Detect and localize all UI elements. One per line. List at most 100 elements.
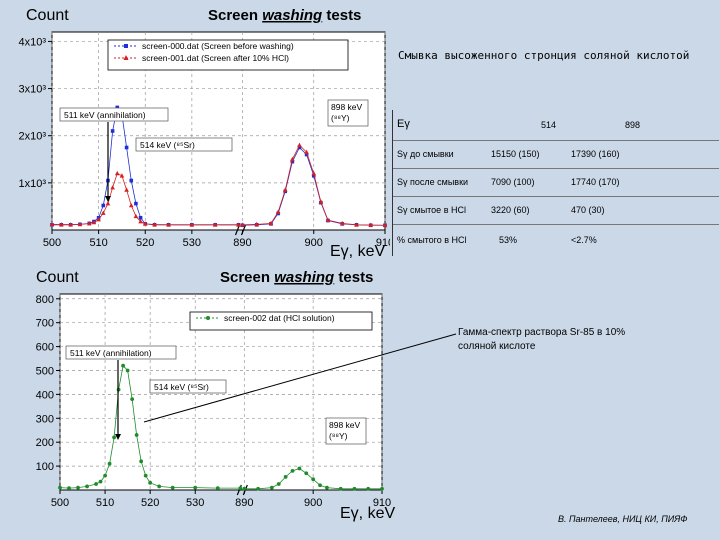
- data-point: [189, 222, 195, 227]
- arrow-head: [115, 434, 121, 440]
- annotation-511: 511 keV (annihilation): [70, 348, 152, 358]
- data-point: [166, 222, 171, 227]
- cell-514: 7090 (100): [491, 177, 535, 187]
- cell-514: 15150 (150): [491, 149, 540, 159]
- x-tick-label: 510: [96, 497, 114, 509]
- chart-title: Screen washing tests: [208, 7, 361, 24]
- data-point: [96, 217, 101, 222]
- y-tick-label: 2x10³: [18, 131, 46, 143]
- data-point: [318, 483, 322, 488]
- data-point: [130, 397, 135, 402]
- cell-898: 470 (30): [571, 205, 605, 215]
- data-point: [58, 485, 62, 490]
- table-row: Sγ до смывки 15150 (150) 17390 (160): [393, 140, 719, 169]
- legend-marker: [124, 44, 128, 48]
- data-point: [212, 222, 218, 227]
- y-tick-label: 300: [36, 413, 54, 425]
- table-row: % смытого в HCl 53% <2.7%: [393, 224, 719, 253]
- y-tick-label: 400: [36, 389, 54, 401]
- data-point: [114, 170, 120, 176]
- y-tick-label: 4x10³: [18, 36, 46, 48]
- x-axis-label: Eγ, keV: [330, 243, 385, 260]
- y-tick-label: 700: [36, 318, 54, 330]
- x-tick-label: 520: [136, 237, 154, 249]
- data-point: [242, 486, 247, 491]
- chart-title: Screen washing tests: [220, 269, 373, 286]
- data-point: [86, 221, 92, 226]
- table-row: Sγ смытое в HCl 3220 (60) 470 (30): [393, 196, 719, 225]
- spectrum-caption: Гамма-спектр раствора Sr-85 в 10% соляно…: [458, 327, 626, 352]
- data-point: [142, 221, 148, 226]
- data-point: [98, 479, 103, 484]
- y-tick-label: 100: [36, 461, 54, 473]
- data-point: [240, 222, 245, 227]
- table-header-row: Eγ 514 898: [393, 110, 719, 138]
- data-point: [283, 474, 288, 479]
- data-point: [68, 222, 73, 227]
- data-point: [380, 486, 384, 491]
- x-tick-label: 900: [304, 497, 322, 509]
- data-point: [238, 486, 243, 490]
- y-tick-label: 3x10³: [18, 84, 46, 96]
- data-point: [124, 145, 129, 150]
- header-514: 514: [541, 120, 557, 130]
- data-point: [366, 486, 371, 491]
- annotation-88y: (⁸⁸Y): [331, 113, 350, 123]
- data-point: [290, 468, 295, 473]
- data-point: [193, 485, 198, 490]
- data-point: [110, 185, 115, 190]
- data-point: [112, 435, 116, 440]
- data-point: [311, 170, 317, 176]
- cell-898: 17390 (160): [571, 149, 620, 159]
- x-tick-label: 510: [89, 237, 107, 249]
- data-point: [304, 149, 309, 155]
- data-point: [85, 484, 89, 489]
- row-label: Sγ смытое в HCl: [397, 205, 466, 215]
- arrow-head: [105, 196, 111, 202]
- data-point: [116, 387, 121, 392]
- data-point: [275, 209, 281, 214]
- chart-hcl-solution: 100 200 300 400 500 600 700 800 500 510 520 530 890 9…: [36, 269, 396, 522]
- header-898: 898: [625, 120, 641, 130]
- x-tick-label: 890: [235, 497, 253, 509]
- legend-marker: [123, 55, 129, 60]
- data-point: [268, 220, 274, 226]
- data-point: [94, 482, 98, 486]
- data-point: [67, 486, 71, 490]
- y-tick-label: 200: [36, 437, 54, 449]
- x-tick-label: 500: [51, 497, 69, 509]
- data-point: [110, 129, 115, 133]
- y-tick-label: 800: [36, 294, 54, 306]
- data-point: [325, 485, 329, 490]
- data-point: [134, 201, 138, 206]
- legend-label: screen-001.dat (Screen after 10% HCl): [142, 53, 289, 63]
- data-point: [339, 220, 345, 226]
- legend-label: screen-000.dat (Screen before washing): [142, 41, 294, 51]
- header-energy: Eγ: [397, 118, 410, 130]
- data-point: [236, 222, 241, 227]
- x-tick-label: 910: [376, 237, 390, 249]
- x-axis-label: Eγ, keV: [340, 505, 395, 522]
- x-tick-label: 530: [186, 497, 204, 509]
- row-label: Sγ до смывки: [397, 149, 454, 159]
- data-point: [129, 178, 134, 183]
- legend-label: screen-002 dat (HCl solution): [224, 313, 335, 323]
- data-point: [325, 217, 331, 222]
- annotation-898: 898 keV: [331, 102, 363, 112]
- data-point: [311, 173, 316, 178]
- data-point: [119, 173, 125, 178]
- author-credit: В. Пантелеев, НИЦ КИ, ПИЯФ: [558, 514, 688, 524]
- data-point: [311, 477, 316, 482]
- data-point: [354, 222, 359, 227]
- data-point: [139, 459, 144, 464]
- data-point: [115, 105, 120, 110]
- data-point: [152, 222, 157, 227]
- annotation-box: [59, 107, 169, 122]
- data-point: [105, 201, 111, 206]
- data-point: [138, 219, 143, 224]
- data-point: [138, 215, 143, 220]
- chart-before-after: 1x10³ 2x10³ 3x10³ 4x10³ 500 510 520 530 890 900 91…: [18, 7, 390, 260]
- y-tick-label: 1x10³: [18, 178, 46, 190]
- data-point: [254, 221, 260, 227]
- data-point: [77, 221, 83, 227]
